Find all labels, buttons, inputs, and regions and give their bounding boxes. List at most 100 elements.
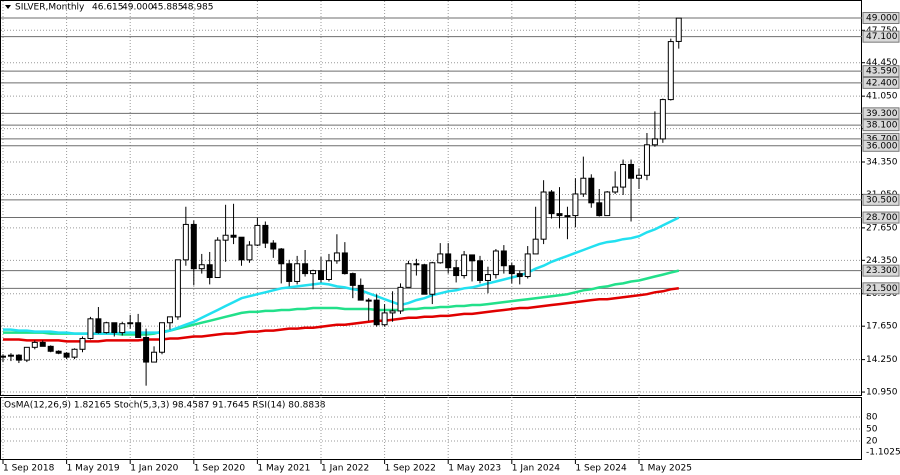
candle-body bbox=[0, 355, 6, 358]
candle-body bbox=[246, 244, 253, 261]
candle-body bbox=[556, 213, 563, 217]
level-label: 21.500 bbox=[866, 284, 898, 294]
candle-body bbox=[270, 242, 277, 250]
x-tick-label: 1 Sep 2024 bbox=[575, 464, 627, 474]
level-label: 28.700 bbox=[866, 213, 898, 223]
candle-body bbox=[143, 336, 150, 363]
level-label: 38.100 bbox=[866, 121, 898, 131]
y-tick-label: 41.050 bbox=[866, 92, 898, 102]
candle-body bbox=[214, 239, 221, 279]
candle-body bbox=[492, 250, 499, 276]
candle-body bbox=[31, 341, 38, 348]
candle-body bbox=[166, 316, 173, 324]
candle-body bbox=[365, 299, 372, 302]
candle-body bbox=[182, 223, 189, 261]
candle-body bbox=[254, 224, 261, 246]
candle-body bbox=[341, 252, 348, 275]
candle-body bbox=[675, 17, 682, 42]
candle-body bbox=[453, 267, 460, 277]
candle-body bbox=[39, 341, 46, 347]
level-box bbox=[862, 30, 900, 43]
candle-body bbox=[87, 318, 94, 339]
candle-body bbox=[381, 312, 388, 326]
candle-body bbox=[103, 322, 110, 334]
ohlc-value: 46.615 bbox=[92, 3, 124, 13]
main-panel bbox=[0, 0, 862, 396]
menu-triangle[interactable] bbox=[5, 5, 11, 9]
candle-body bbox=[437, 253, 444, 264]
candle-body bbox=[318, 270, 324, 280]
candle-body bbox=[532, 238, 539, 255]
candle-body bbox=[628, 163, 635, 179]
level-box bbox=[862, 119, 900, 132]
candle-body bbox=[23, 346, 30, 361]
ohlc-value: 45.885 bbox=[152, 3, 184, 13]
candle-body bbox=[389, 310, 396, 314]
candle-body bbox=[278, 248, 285, 265]
candle-body bbox=[55, 350, 62, 354]
candle-body bbox=[484, 274, 491, 281]
candle-body bbox=[445, 253, 452, 269]
x-tick-label: 1 Sep 2020 bbox=[194, 464, 246, 474]
sub-tick-label: 80 bbox=[866, 413, 878, 423]
x-tick-label: 1 May 2021 bbox=[257, 464, 310, 474]
x-tick-label: 1 Jan 2022 bbox=[321, 464, 369, 474]
candle-body bbox=[469, 254, 476, 262]
y-tick-label: 44.450 bbox=[866, 58, 898, 68]
y-tick-label: 17.650 bbox=[866, 322, 898, 332]
candle-body bbox=[461, 254, 468, 277]
level-label: 23.300 bbox=[866, 266, 898, 276]
candle-body bbox=[198, 264, 205, 270]
candle-body bbox=[373, 299, 380, 326]
sub-min-label: -1.10253 bbox=[866, 448, 900, 458]
chart-title: SILVER,Monthly bbox=[15, 3, 85, 13]
candle-body bbox=[421, 264, 428, 295]
candle-body bbox=[95, 318, 102, 334]
candle-body bbox=[429, 262, 436, 295]
sub-tick-label: 50 bbox=[866, 425, 878, 435]
level-box bbox=[862, 211, 900, 224]
candle-body bbox=[151, 351, 158, 363]
x-tick-label: 1 May 2025 bbox=[639, 464, 692, 474]
candle-body bbox=[405, 263, 412, 288]
indicator-title: OsMA(12,26,9) 1.82165 Stoch(5,3,3) 98.45… bbox=[4, 401, 326, 411]
ohlc-value: 48.985 bbox=[182, 3, 214, 13]
candle-body bbox=[397, 286, 404, 312]
candle-body bbox=[588, 177, 595, 204]
x-tick-label: 1 Sep 2018 bbox=[3, 464, 55, 474]
candle-body bbox=[572, 193, 579, 217]
candle-body bbox=[206, 264, 213, 279]
candle-body bbox=[119, 323, 126, 334]
y-tick-label: 10.950 bbox=[866, 388, 898, 398]
candle-body bbox=[294, 263, 301, 282]
candle-body bbox=[620, 163, 627, 188]
x-tick-label: 1 Jan 2020 bbox=[130, 464, 178, 474]
candle-body bbox=[286, 263, 293, 282]
candle-body bbox=[500, 250, 507, 267]
candle-body bbox=[636, 174, 642, 179]
candle-body bbox=[174, 259, 181, 318]
candle-body bbox=[548, 191, 555, 215]
candle-body bbox=[230, 234, 237, 238]
x-tick-label: 1 Jan 2024 bbox=[512, 464, 560, 474]
y-tick-label: 34.350 bbox=[866, 158, 898, 168]
level-label: 30.500 bbox=[866, 195, 898, 205]
candle-body bbox=[71, 348, 78, 358]
x-tick-label: 1 May 2023 bbox=[448, 464, 501, 474]
level-box bbox=[862, 76, 900, 89]
candle-body bbox=[79, 337, 86, 350]
candle-body bbox=[508, 265, 515, 275]
candle-body bbox=[516, 273, 523, 278]
candle-body bbox=[63, 352, 70, 358]
y-tick-label: 14.250 bbox=[866, 355, 898, 365]
candle-body bbox=[643, 144, 650, 176]
candle-body bbox=[667, 41, 674, 101]
moving-average bbox=[3, 216, 680, 335]
level-box bbox=[862, 193, 900, 206]
candle-body bbox=[238, 236, 245, 261]
candle-body bbox=[651, 138, 658, 146]
candle-body bbox=[580, 177, 587, 195]
candle-body bbox=[262, 224, 269, 244]
level-label: 47.100 bbox=[866, 32, 898, 42]
candle-body bbox=[349, 273, 356, 286]
